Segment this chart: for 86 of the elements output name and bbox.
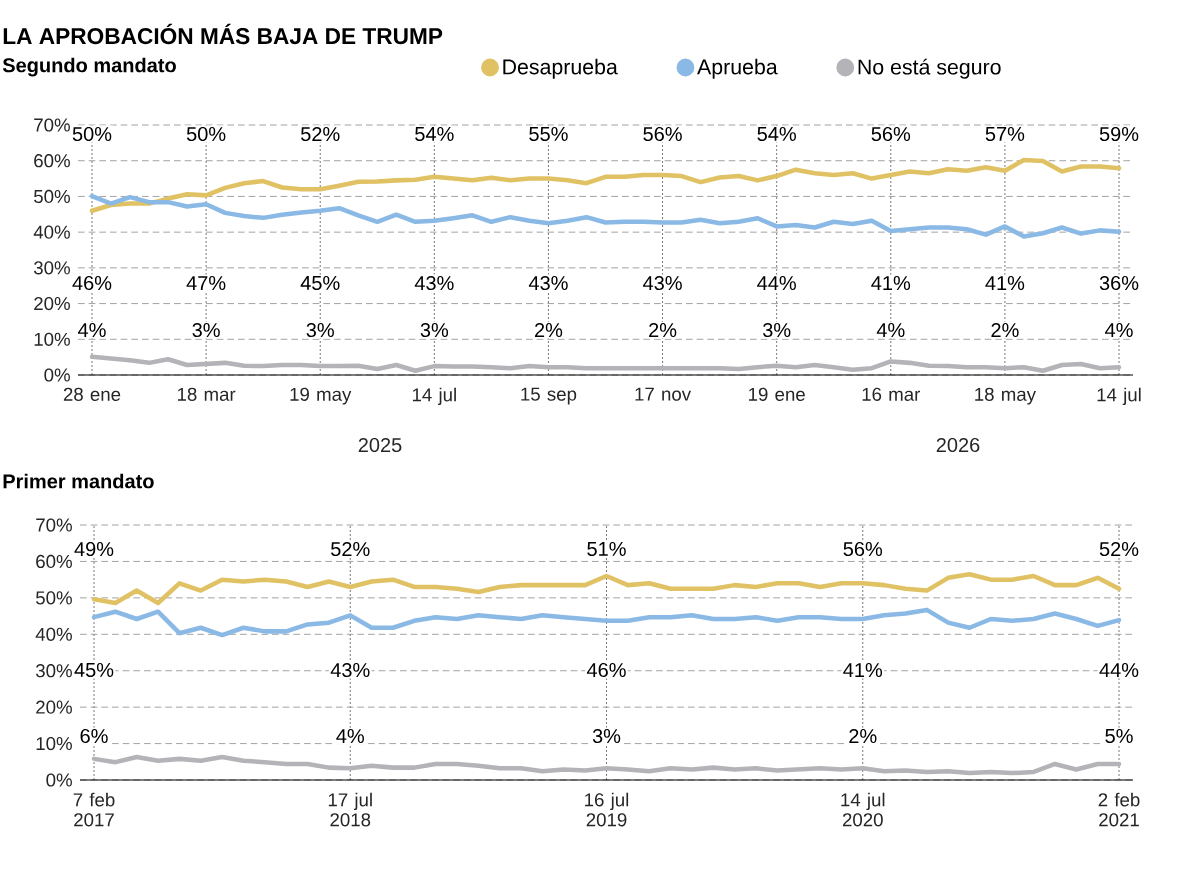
x-tick-label: 28 ene xyxy=(63,387,121,401)
annotation: 52% xyxy=(301,126,340,142)
y-tick-label: 40% xyxy=(35,627,72,641)
annotation: 44% xyxy=(1099,663,1139,678)
x-tick-label: 16 mar xyxy=(862,387,921,401)
text: 2025 xyxy=(358,437,402,453)
x-tick-label: 16 jul 2019 xyxy=(585,792,629,827)
y-tick-label: 10% xyxy=(34,332,70,346)
x-tick-label: 2 feb 2021 xyxy=(1098,792,1140,827)
annotation: 45% xyxy=(74,662,114,678)
annotation: 46% xyxy=(72,275,112,291)
annotation: 43% xyxy=(330,662,370,678)
annotation: 47% xyxy=(186,276,226,291)
annotation: 52% xyxy=(1099,541,1139,557)
annotation: 6% xyxy=(80,728,108,744)
annotation: 36% xyxy=(1099,275,1139,291)
annotation: 56% xyxy=(643,126,682,142)
annotation: 41% xyxy=(871,276,911,291)
x-tick-label: 19 ene xyxy=(749,387,805,401)
y-tick-label: 20% xyxy=(36,700,72,714)
annotation: 49% xyxy=(74,541,114,557)
y-tick-label: 20% xyxy=(34,296,70,311)
annotation: 41% xyxy=(843,663,883,678)
y-tick-label: 60% xyxy=(34,154,70,168)
x-tick-label: 7 feb 2017 xyxy=(73,792,115,827)
y-tick-label: 40% xyxy=(33,225,70,239)
line-series xyxy=(89,193,1122,239)
x-tick-label: 17 jul 2018 xyxy=(328,792,372,827)
annotation: 2% xyxy=(535,322,563,338)
annotation: 3% xyxy=(420,322,449,338)
y-tick-label: 30% xyxy=(35,664,72,678)
annotation: 56% xyxy=(871,126,911,142)
y-tick-label: 10% xyxy=(36,736,72,751)
annotation: 43% xyxy=(643,275,682,291)
annotation: 59% xyxy=(1099,126,1139,142)
x-tick-label: 18 may xyxy=(975,387,1036,405)
annotation: 54% xyxy=(415,126,454,142)
y-tick-label: 50% xyxy=(36,591,72,605)
x-tick-label: 19 may xyxy=(290,387,352,405)
y-tick-label: 0% xyxy=(46,773,72,787)
annotation: 43% xyxy=(414,275,454,291)
annotation: 43% xyxy=(528,275,568,291)
annotation: 4% xyxy=(876,323,905,338)
annotation: 2% xyxy=(849,728,877,744)
chart-subtitle: Segundo mandato xyxy=(2,57,176,77)
annotation: 54% xyxy=(757,126,796,142)
annotation: 41% xyxy=(985,276,1025,291)
annotation: 55% xyxy=(529,126,568,142)
y-tick-label: 60% xyxy=(36,554,72,569)
annotation: 2% xyxy=(991,322,1019,338)
annotation: 3% xyxy=(762,322,791,338)
y-tick-label: 30% xyxy=(33,261,70,275)
chart-title: LA APROBACIÓN MÁS BAJA DE TRUMP xyxy=(3,23,443,45)
annotation: 3% xyxy=(592,728,621,744)
x-tick-label: 15 sep xyxy=(521,387,577,405)
annotation: 57% xyxy=(985,126,1025,142)
annotation: 4% xyxy=(78,323,106,338)
legend-label: Aprueba xyxy=(697,58,778,79)
x-tick-label: 14 jul 2020 xyxy=(841,792,885,827)
annotation: 51% xyxy=(587,541,626,557)
annotation: 50% xyxy=(72,126,112,142)
annotation: 5% xyxy=(1105,728,1133,744)
annotation: 52% xyxy=(331,541,370,557)
x-tick-label: 17 nov xyxy=(635,387,692,401)
annotation: 4% xyxy=(336,729,364,744)
annotation: 56% xyxy=(843,541,883,557)
annotation: 3% xyxy=(192,322,220,338)
x-tick-label: 18 mar xyxy=(177,387,236,401)
annotation: 4% xyxy=(1105,323,1133,338)
chart-title: Primer mandato xyxy=(3,473,154,489)
annotation: 46% xyxy=(586,662,626,678)
y-tick-label: 70% xyxy=(34,118,70,132)
x-tick-label: 14 jul xyxy=(1097,387,1141,406)
y-tick-label: 50% xyxy=(34,189,70,204)
annotation: 44% xyxy=(757,276,796,291)
y-tick-label: 70% xyxy=(36,518,72,532)
legend-label: Desaprueba xyxy=(503,58,618,79)
legend-label: No está seguro xyxy=(858,58,1001,79)
line-series xyxy=(91,607,1122,638)
text: 2026 xyxy=(936,437,980,453)
annotation: 2% xyxy=(649,322,677,338)
annotation: 3% xyxy=(306,322,334,338)
x-tick-label: 14 jul xyxy=(412,387,456,406)
annotation: 45% xyxy=(300,275,340,291)
annotation: 50% xyxy=(186,126,226,142)
y-tick-label: 0% xyxy=(44,368,70,382)
